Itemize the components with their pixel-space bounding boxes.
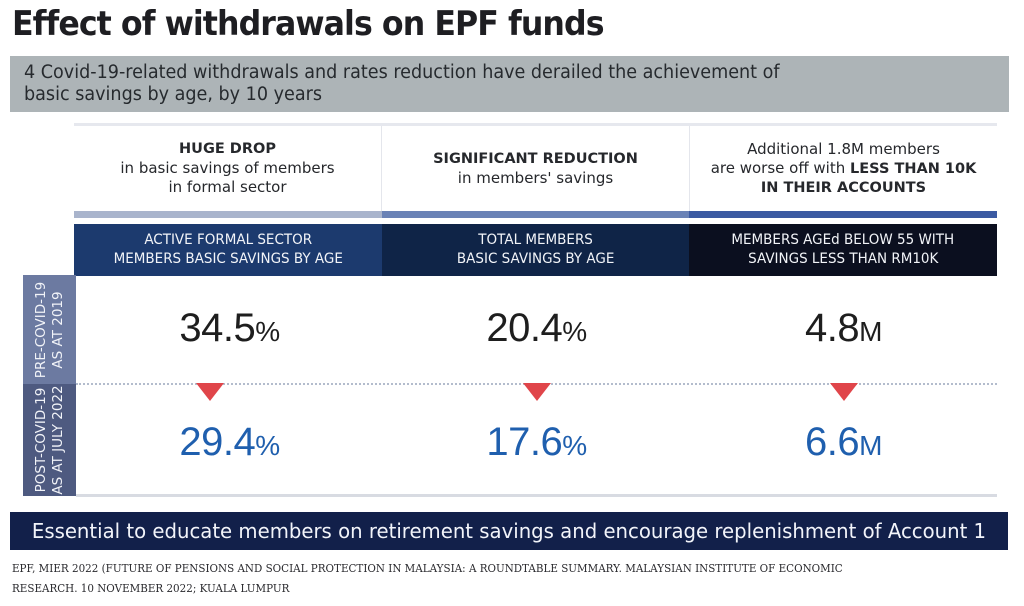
decrease-arrow-icon bbox=[523, 383, 551, 401]
subtitle-line-2: basic savings by age, by 10 years bbox=[24, 84, 322, 105]
row-label-post-covid: POST-COVID-19 AS AT JULY 2022 bbox=[23, 384, 76, 496]
subtitle-line-1: 4 Covid-19-related withdrawals and rates… bbox=[24, 62, 780, 83]
caption-line: Additional 1.8M members bbox=[747, 139, 940, 158]
pre-covid-value: 34.5% bbox=[76, 306, 383, 351]
caption-line: in basic savings of members bbox=[120, 159, 335, 177]
bottom-rule bbox=[76, 494, 997, 497]
caption-line: in formal sector bbox=[168, 178, 287, 196]
conclusion-banner: Essential to educate members on retireme… bbox=[10, 512, 1008, 550]
values-grid: 34.5% 29.4% 20.4% 17.6% 4.8M 6.6M bbox=[76, 276, 997, 497]
column-headers: ACTIVE FORMAL SECTOR MEMBERS BASIC SAVIN… bbox=[74, 224, 998, 276]
banner-text: Essential to educate members on retireme… bbox=[31, 519, 987, 543]
pre-covid-value: 4.8M bbox=[690, 306, 997, 351]
caption-text: are worse off with bbox=[710, 158, 846, 177]
value-number: 4.8 bbox=[805, 306, 860, 350]
post-covid-value: 29.4% bbox=[76, 420, 383, 465]
header-line: BASIC SAVINGS BY AGE bbox=[456, 251, 615, 267]
caption-strong: HUGE DROP bbox=[179, 141, 276, 157]
caption-strong: IN THEIR ACCOUNTS bbox=[760, 179, 927, 196]
value-number: 20.4 bbox=[486, 306, 563, 350]
column-total-members: 20.4% 17.6% bbox=[383, 276, 690, 496]
source-line: RESEARCH. 10 NOVEMBER 2022; KUALA LUMPUR bbox=[12, 581, 290, 595]
value-number: 29.4 bbox=[179, 420, 256, 464]
top-rule bbox=[74, 123, 997, 126]
value-number: 34.5 bbox=[179, 306, 256, 350]
caption-strong: SIGNIFICANT REDUCTION bbox=[433, 150, 638, 167]
value-unit: M bbox=[859, 430, 882, 461]
header-line: MEMBERS AGEd BELOW 55 WITH bbox=[731, 232, 955, 248]
caption-strong: LESS THAN 10K bbox=[850, 160, 977, 177]
column-captions: HUGE DROP in basic savings of members in… bbox=[74, 126, 997, 211]
header-below-10k: MEMBERS AGEd BELOW 55 WITH SAVINGS LESS … bbox=[689, 224, 998, 276]
header-line: MEMBERS BASIC SAVINGS BY AGE bbox=[113, 251, 343, 267]
value-unit: % bbox=[562, 316, 587, 347]
value-unit: % bbox=[562, 430, 587, 461]
caption-below-10k: Additional 1.8M members are worse off wi… bbox=[690, 126, 997, 211]
value-unit: M bbox=[859, 316, 882, 347]
subtitle-box: 4 Covid-19-related withdrawals and rates… bbox=[10, 56, 1009, 112]
header-line: TOTAL MEMBERS bbox=[478, 232, 593, 248]
header-line: ACTIVE FORMAL SECTOR bbox=[143, 232, 312, 248]
decrease-arrow-icon bbox=[830, 383, 858, 401]
caption-line-mixed: are worse off with LESS THAN 10K bbox=[711, 159, 977, 179]
post-covid-value: 17.6% bbox=[383, 420, 690, 465]
value-unit: % bbox=[255, 430, 280, 461]
row-label-pre-covid: PRE-COVID-19 AS AT 2019 bbox=[23, 275, 76, 384]
accent-bar-2 bbox=[381, 211, 690, 218]
row-label-line: AS AT JULY 2022 bbox=[49, 385, 66, 495]
page-title: Effect of withdrawals on EPF funds bbox=[12, 4, 605, 44]
value-number: 6.6 bbox=[805, 420, 860, 464]
accent-bars bbox=[74, 211, 998, 218]
row-label-line: AS AT 2019 bbox=[49, 290, 66, 369]
caption-line: in members' savings bbox=[457, 168, 614, 187]
row-label-line: PRE-COVID-19 bbox=[32, 281, 49, 378]
source-line: EPF, MIER 2022 (FUTURE OF PENSIONS AND S… bbox=[12, 561, 843, 575]
column-formal-sector: 34.5% 29.4% bbox=[76, 276, 383, 496]
row-labels: PRE-COVID-19 AS AT 2019 POST-COVID-19 AS… bbox=[23, 275, 76, 496]
row-label-line: POST-COVID-19 bbox=[32, 387, 49, 493]
header-line: SAVINGS LESS THAN RM10K bbox=[748, 251, 939, 267]
decrease-arrow-icon bbox=[196, 383, 224, 401]
column-below-10k: 4.8M 6.6M bbox=[690, 276, 997, 496]
value-unit: % bbox=[255, 316, 280, 347]
caption-formal-sector: HUGE DROP in basic savings of members in… bbox=[74, 126, 382, 211]
post-covid-value: 6.6M bbox=[690, 420, 997, 465]
source-note: EPF, MIER 2022 (FUTURE OF PENSIONS AND S… bbox=[12, 558, 1002, 598]
header-formal-sector: ACTIVE FORMAL SECTOR MEMBERS BASIC SAVIN… bbox=[74, 224, 382, 276]
pre-covid-value: 20.4% bbox=[383, 306, 690, 351]
caption-total-members: SIGNIFICANT REDUCTION in members' saving… bbox=[382, 126, 690, 211]
accent-bar-1 bbox=[74, 211, 382, 218]
accent-bar-3 bbox=[689, 211, 998, 218]
header-total-members: TOTAL MEMBERS BASIC SAVINGS BY AGE bbox=[381, 224, 690, 276]
value-number: 17.6 bbox=[486, 420, 563, 464]
